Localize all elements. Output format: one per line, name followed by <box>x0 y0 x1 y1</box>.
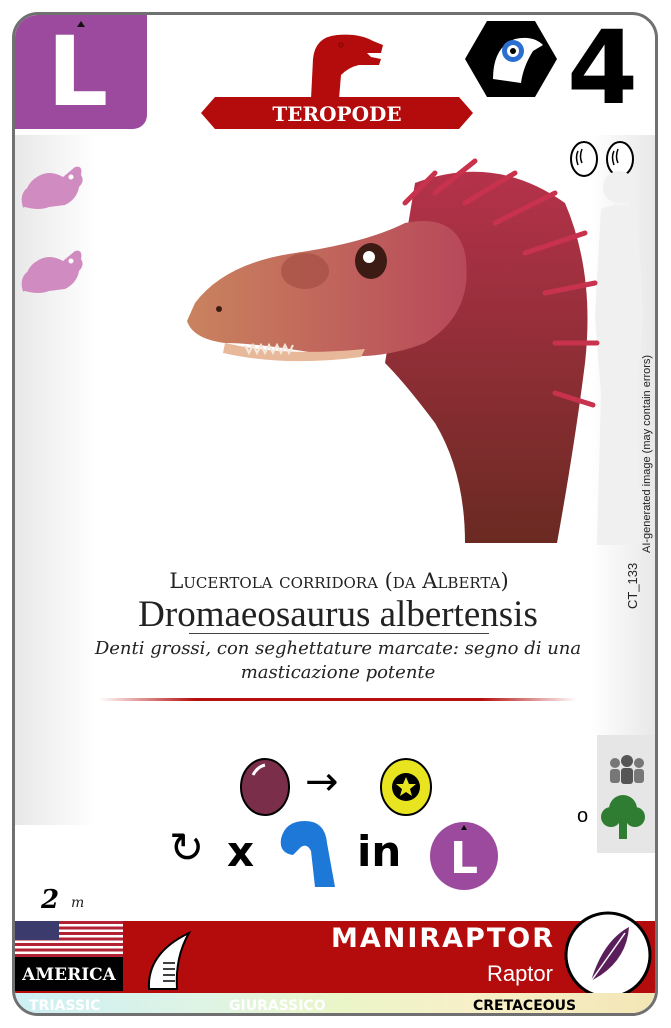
era-strip <box>15 993 655 1013</box>
or-label: o <box>577 805 589 827</box>
claw-icon <box>147 930 192 990</box>
subclass-name: Raptor <box>486 961 553 986</box>
tree-icon <box>601 795 645 839</box>
egg-icon <box>606 141 634 177</box>
star-egg-icon <box>380 758 432 816</box>
group-label: TEROPODE <box>272 102 402 126</box>
herd-icon <box>610 755 644 784</box>
era-triassic: TRIASSIC <box>29 998 101 1014</box>
us-flag-icon <box>15 921 123 957</box>
theropod-head-icon <box>311 34 383 99</box>
rodent-prey-icon <box>21 250 83 293</box>
diet-marker-icon <box>77 21 85 27</box>
description-divider <box>99 698 577 701</box>
dinosaur-card: L TEROPODE 4 <box>12 12 658 1016</box>
left-rail <box>15 135 97 825</box>
ability-diet-letter: L <box>450 833 478 884</box>
card-code: CT_133 <box>625 562 640 609</box>
length-value: 2 <box>41 885 60 915</box>
dinosaur-artwork <box>187 158 600 543</box>
ability-in: in <box>357 827 402 876</box>
purple-egg-icon <box>240 758 290 816</box>
name-divider <box>189 633 489 634</box>
rodent-prey-icon <box>21 166 83 209</box>
human-silhouette-icon <box>595 171 643 545</box>
rotate-icon: ↻ <box>169 823 205 872</box>
length-unit: m <box>71 895 85 911</box>
diet-badge: L <box>15 15 147 129</box>
ai-notice: AI-generated image (may contain errors) <box>641 354 653 553</box>
description: Denti grossi, con seghettature marcate: … <box>94 638 582 683</box>
common-name: Lucertola corridora (da Alberta) <box>169 569 509 593</box>
era-cretaceous: CRETACEOUS <box>473 998 577 1014</box>
diet-badge-circle-icon: L <box>430 822 498 890</box>
ribbon-shape <box>201 97 473 129</box>
class-name: MANIRAPTOR <box>330 923 555 954</box>
ability-times: x <box>227 827 255 876</box>
diet-letter: L <box>47 16 109 128</box>
arrow-icon: → <box>305 759 339 805</box>
hexagon-creature-icon <box>465 21 557 97</box>
size-value: 4 <box>567 12 638 128</box>
region-label: AMERICA <box>15 957 123 991</box>
egg-icon <box>570 141 598 177</box>
scientific-name: Dromaeosaurus albertensis <box>138 594 538 635</box>
group-ribbon: TEROPODE <box>201 97 473 129</box>
era-jurassic: GIURASSICO <box>229 998 326 1014</box>
feather-icon <box>564 911 652 999</box>
long-neck-icon <box>280 821 335 887</box>
